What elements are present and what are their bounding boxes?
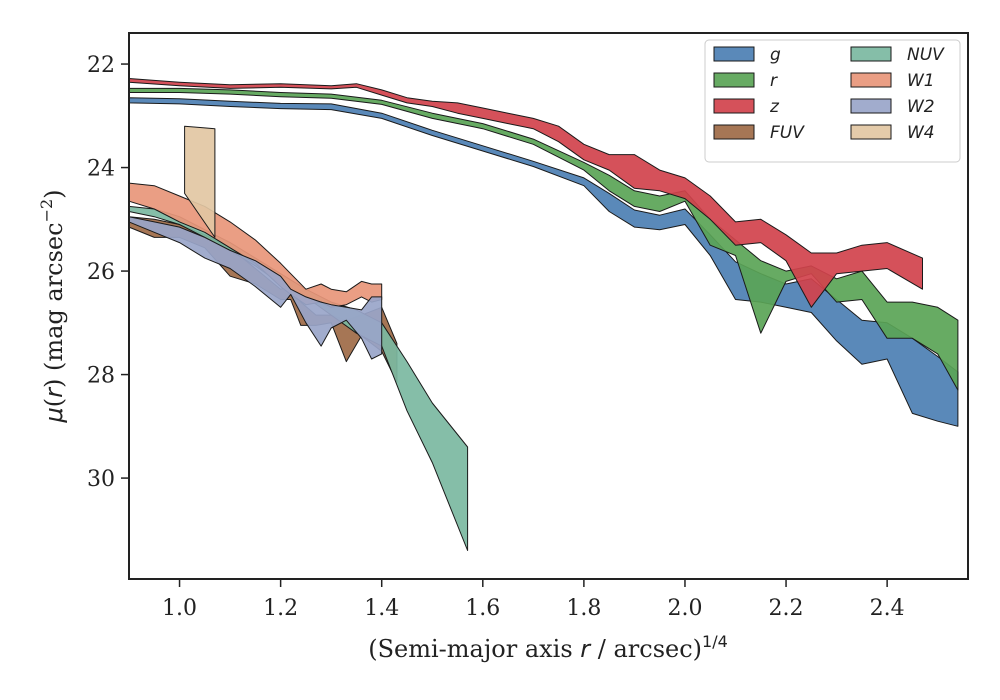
y-tick-label: 28 bbox=[87, 364, 115, 389]
legend-label-w2: W2 bbox=[907, 97, 935, 117]
x-tick-label: 1.6 bbox=[465, 596, 500, 621]
x-tick-label: 1.2 bbox=[263, 596, 298, 621]
legend-swatch-w1 bbox=[850, 72, 892, 88]
x-tick-label: 2.0 bbox=[667, 596, 702, 621]
series-band-w2 bbox=[128, 216, 383, 360]
x-tick-label: 1.0 bbox=[162, 596, 197, 621]
legend-label-w4: W4 bbox=[907, 123, 935, 143]
legend-box bbox=[704, 39, 961, 163]
legend-label-nuv: NUV bbox=[907, 45, 945, 65]
plot-frame bbox=[128, 32, 969, 580]
legend-swatch-r bbox=[713, 72, 755, 88]
legend-label-w1: W1 bbox=[907, 71, 935, 91]
x-tick-label: 1.4 bbox=[364, 596, 399, 621]
x-axis-label: (Semi-major axis r / arcsec)1/4 bbox=[368, 632, 728, 663]
y-tick-label: 24 bbox=[87, 157, 115, 182]
series-band-r bbox=[128, 87, 959, 391]
x-axis-ticks: 1.0 1.2 1.4 1.6 1.8 2.0 2.2 2.4 bbox=[162, 579, 905, 621]
y-axis-ticks: 22 24 26 28 30 bbox=[87, 53, 129, 492]
legend: grz FUV NUV W1 W2 W4 bbox=[704, 39, 961, 163]
y-axis-label: μ(r) (mag arcsec−2) bbox=[37, 189, 68, 423]
legend-swatch-z bbox=[713, 98, 755, 114]
legend-label-r: r bbox=[770, 71, 778, 91]
legend-label-g: g bbox=[770, 45, 781, 65]
x-tick-label: 2.2 bbox=[769, 596, 804, 621]
series-band-g bbox=[128, 97, 959, 427]
y-tick-label: 30 bbox=[87, 467, 115, 492]
x-tick-label: 2.4 bbox=[870, 596, 905, 621]
legend-label-z: z bbox=[769, 97, 780, 117]
legend-swatch-nuv bbox=[850, 46, 892, 62]
legend-label-fuv: FUV bbox=[770, 123, 805, 143]
legend-swatch-fuv bbox=[713, 124, 755, 140]
y-tick-label: 22 bbox=[87, 53, 115, 78]
series-band-z bbox=[128, 78, 923, 308]
legend-swatch-w4 bbox=[850, 124, 892, 140]
series-bands bbox=[128, 78, 959, 551]
legend-swatch-w2 bbox=[850, 98, 892, 114]
y-tick-label: 26 bbox=[87, 260, 115, 285]
x-tick-label: 1.8 bbox=[566, 596, 601, 621]
series-band-w4 bbox=[184, 125, 216, 238]
legend-swatch-g bbox=[713, 46, 755, 62]
